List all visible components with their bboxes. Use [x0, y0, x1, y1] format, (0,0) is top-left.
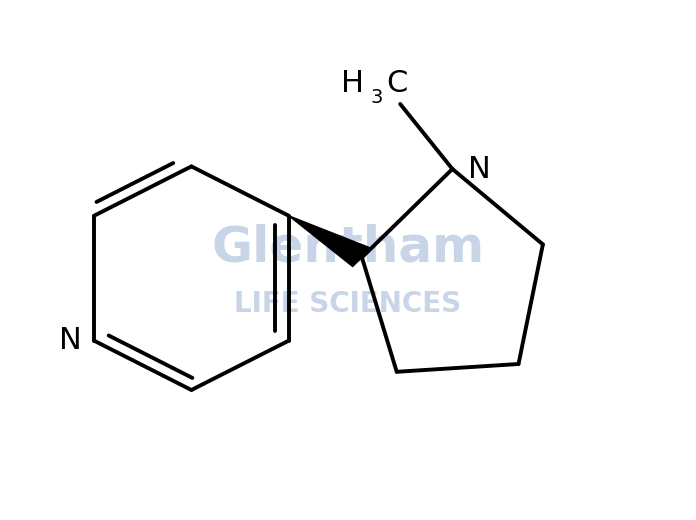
Polygon shape [289, 216, 371, 266]
Text: N: N [58, 326, 81, 355]
Text: 3: 3 [370, 88, 383, 107]
Text: Glentham: Glentham [212, 223, 484, 271]
Text: LIFE SCIENCES: LIFE SCIENCES [235, 290, 461, 318]
Text: H: H [341, 69, 364, 98]
Text: C: C [386, 69, 408, 98]
Text: N: N [468, 154, 491, 184]
